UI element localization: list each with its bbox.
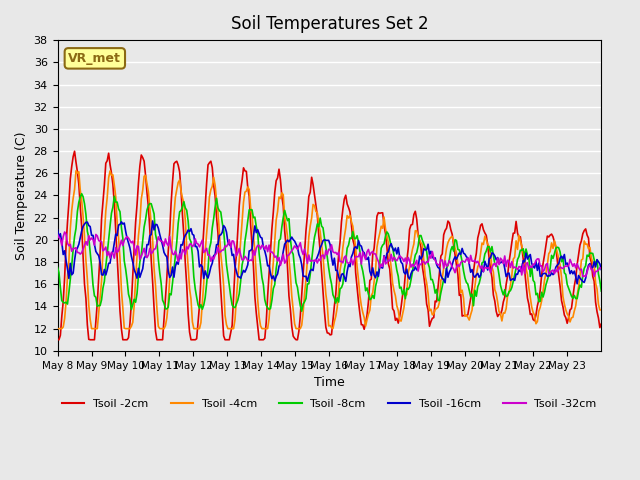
Tsoil -2cm (597, 321, 605, 327)
Tsoil -2cm (74, 169, 81, 175)
Tsoil -8cm (597, 288, 605, 294)
Tsoil -4cm (524, 272, 531, 277)
Tsoil -4cm (443, 246, 451, 252)
Tsoil -4cm (72, 168, 80, 174)
Tsoil -32cm (91, 242, 99, 248)
Tsoil -16cm (597, 266, 605, 272)
Line: Tsoil -32cm: Tsoil -32cm (58, 232, 601, 276)
Tsoil -8cm (444, 263, 452, 268)
Line: Tsoil -8cm: Tsoil -8cm (58, 194, 601, 311)
Tsoil -2cm (524, 295, 531, 301)
Tsoil -16cm (335, 274, 342, 280)
Tsoil -16cm (524, 256, 531, 262)
Tsoil -16cm (573, 281, 581, 287)
X-axis label: Time: Time (314, 376, 345, 389)
Tsoil -32cm (596, 265, 604, 271)
Tsoil -16cm (72, 248, 80, 253)
Tsoil -4cm (335, 288, 342, 293)
Tsoil -4cm (597, 307, 605, 313)
Tsoil -32cm (443, 264, 451, 269)
Tsoil -8cm (298, 308, 305, 314)
Title: Soil Temperatures Set 2: Soil Temperatures Set 2 (230, 15, 428, 33)
Tsoil -4cm (91, 326, 99, 332)
Tsoil -8cm (72, 226, 80, 231)
Line: Tsoil -16cm: Tsoil -16cm (58, 221, 601, 284)
Tsoil -32cm (579, 274, 587, 279)
Tsoil -8cm (525, 255, 532, 261)
Tsoil -4cm (54, 326, 61, 332)
Tsoil -8cm (78, 191, 86, 197)
Tsoil -2cm (443, 226, 451, 231)
Tsoil -8cm (91, 293, 99, 299)
Y-axis label: Soil Temperature (C): Soil Temperature (C) (15, 131, 28, 260)
Tsoil -32cm (524, 260, 531, 265)
Tsoil -16cm (443, 265, 451, 271)
Line: Tsoil -2cm: Tsoil -2cm (58, 151, 601, 340)
Text: VR_met: VR_met (68, 52, 121, 65)
Tsoil -8cm (54, 264, 61, 270)
Tsoil -32cm (597, 265, 605, 271)
Tsoil -2cm (91, 337, 99, 343)
Tsoil -2cm (335, 252, 342, 258)
Tsoil -8cm (596, 278, 604, 284)
Tsoil -32cm (335, 249, 342, 255)
Line: Tsoil -4cm: Tsoil -4cm (58, 171, 601, 329)
Tsoil -32cm (61, 229, 68, 235)
Tsoil -16cm (149, 218, 157, 224)
Tsoil -4cm (74, 170, 81, 176)
Tsoil -8cm (336, 286, 344, 291)
Tsoil -16cm (54, 227, 61, 233)
Tsoil -16cm (89, 232, 97, 238)
Tsoil -2cm (54, 337, 61, 343)
Tsoil -2cm (595, 315, 602, 321)
Tsoil -2cm (71, 148, 79, 154)
Tsoil -4cm (595, 301, 602, 307)
Tsoil -32cm (54, 232, 61, 238)
Legend: Tsoil -2cm, Tsoil -4cm, Tsoil -8cm, Tsoil -16cm, Tsoil -32cm: Tsoil -2cm, Tsoil -4cm, Tsoil -8cm, Tsoi… (58, 395, 601, 414)
Tsoil -32cm (74, 250, 81, 255)
Tsoil -16cm (596, 261, 604, 267)
